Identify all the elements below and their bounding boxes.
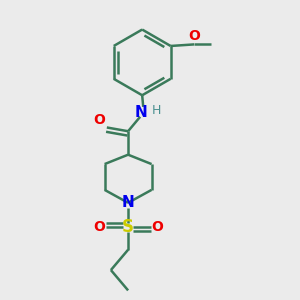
Text: O: O (188, 29, 200, 44)
Text: O: O (93, 112, 105, 127)
Text: O: O (93, 220, 105, 234)
Text: N: N (122, 195, 134, 210)
Text: O: O (152, 220, 164, 234)
Text: S: S (122, 218, 134, 236)
Text: N: N (135, 105, 148, 120)
Text: H: H (152, 104, 162, 117)
